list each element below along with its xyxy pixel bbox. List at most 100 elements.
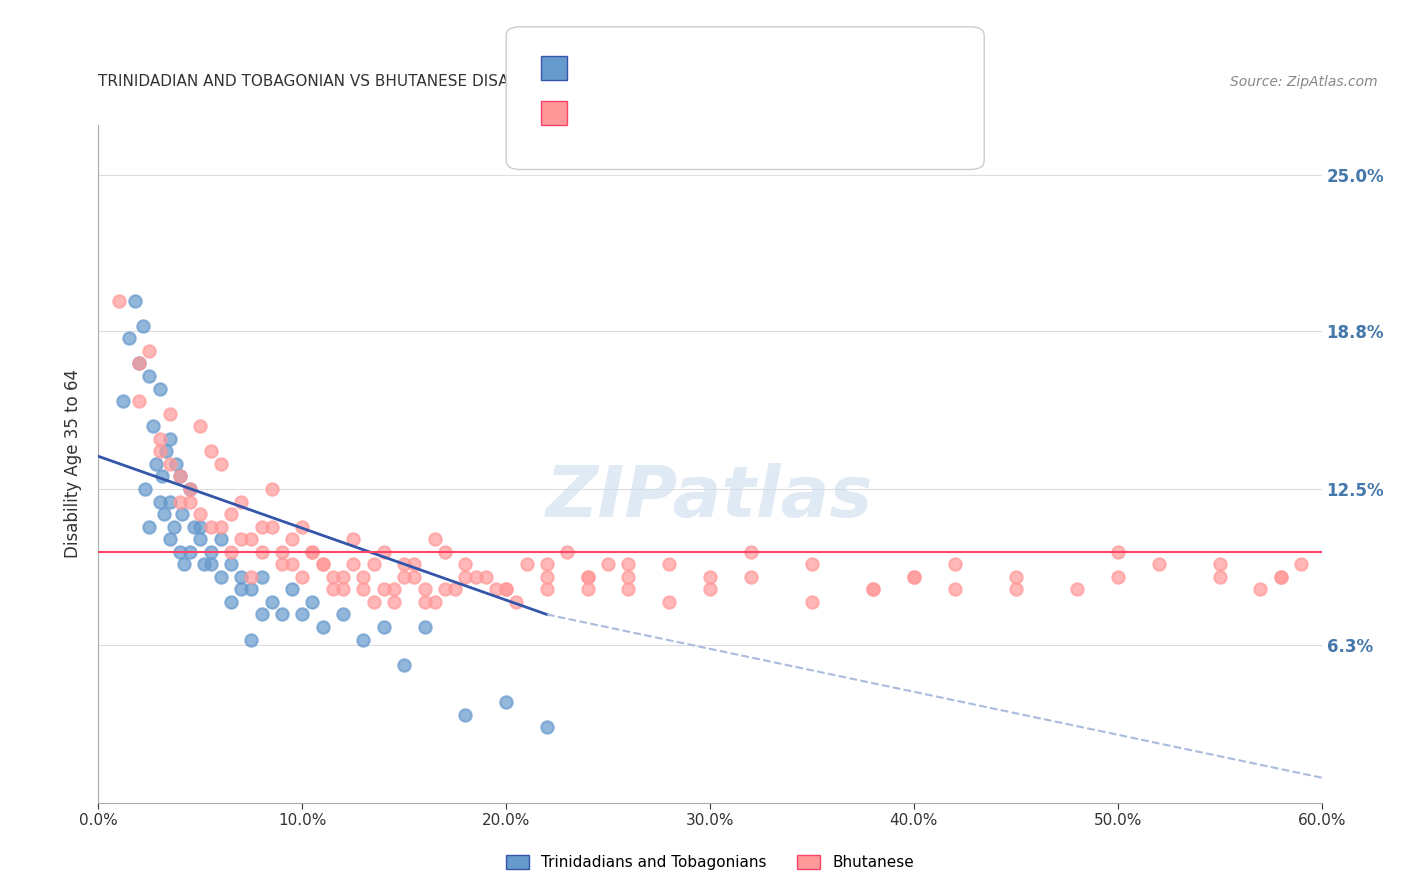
Point [219,595,242,609]
Point [111,394,134,409]
Point [617,582,640,597]
Point [658,558,681,572]
Y-axis label: Disability Age 35 to 64: Disability Age 35 to 64 [65,369,83,558]
Point [138,343,160,358]
Point [173,558,195,572]
Point [134,482,156,496]
Point [291,570,314,584]
Point [240,582,263,597]
Point [382,595,405,609]
Point [495,582,517,597]
Point [250,519,273,533]
Point [1147,558,1170,572]
Point [291,519,314,533]
Point [159,532,181,546]
Point [231,570,253,584]
Point [1004,570,1026,584]
Point [193,558,215,572]
Point [392,657,416,672]
Point [260,482,283,496]
Point [1208,558,1232,572]
Point [108,293,131,308]
Text: TRINIDADIAN AND TOBAGONIAN VS BHUTANESE DISABILITY AGE 35 TO 64 CORRELATION CHAR: TRINIDADIAN AND TOBAGONIAN VS BHUTANESE … [98,74,837,89]
Point [219,545,242,559]
Point [433,582,456,597]
Point [474,570,498,584]
Point [260,519,283,533]
Point [209,570,232,584]
Point [138,519,160,533]
Point [536,570,558,584]
Point [312,558,335,572]
Point [291,607,314,622]
Point [454,558,477,572]
Point [322,570,344,584]
Point [169,545,191,559]
Point [392,558,416,572]
Text: ZIPatlas: ZIPatlas [547,463,873,533]
Point [536,582,558,597]
Point [322,582,344,597]
Point [363,558,385,572]
Point [596,558,619,572]
Point [179,494,201,508]
Point [231,494,253,508]
Point [943,582,966,597]
Point [149,494,172,508]
Point [118,331,141,345]
Point [219,558,242,572]
Point [903,570,925,584]
Point [128,356,150,370]
Point [165,457,187,471]
Point [423,595,446,609]
Point [132,318,155,333]
Point [200,558,222,572]
Point [1066,582,1088,597]
Point [209,532,232,546]
Point [124,293,146,308]
Point [342,558,364,572]
Point [188,507,212,521]
Point [373,620,395,634]
Point [801,558,824,572]
Point [1291,558,1313,572]
Point [159,432,181,446]
Point [188,419,212,434]
Point [281,558,304,572]
Point [179,545,201,559]
Point [536,558,558,572]
Point [312,620,335,634]
Point [145,457,167,471]
Point [183,519,205,533]
Point [352,632,374,647]
Point [699,582,721,597]
Point [576,582,599,597]
Point [658,595,681,609]
Point [301,545,323,559]
Point [352,570,374,584]
Point [179,482,201,496]
Point [128,356,150,370]
Point [444,582,467,597]
Point [332,582,354,597]
Point [231,532,253,546]
Point [1107,570,1129,584]
Point [332,570,354,584]
Point [699,570,721,584]
Point [200,444,222,458]
Point [373,582,395,597]
Point [404,570,426,584]
Point [862,582,884,597]
Point [301,595,323,609]
Point [404,558,426,572]
Text: R = -0.005   N = 109: R = -0.005 N = 109 [555,104,740,119]
Point [617,558,640,572]
Point [312,558,335,572]
Point [342,532,364,546]
Point [454,707,477,722]
Point [260,595,283,609]
Point [270,607,294,622]
Point [200,519,222,533]
Point [557,545,579,559]
Point [862,582,884,597]
